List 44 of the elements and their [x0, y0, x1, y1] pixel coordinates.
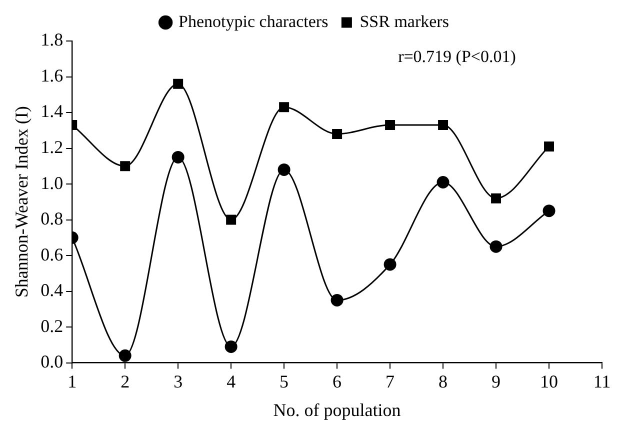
x-tick-label: 9: [492, 371, 501, 392]
y-tick-label: 1.0: [40, 172, 64, 193]
point: [490, 240, 502, 253]
y-tick-label: 0.6: [40, 244, 64, 264]
y-tick-label: 0.8: [40, 208, 64, 229]
y-tick-label: 0.2: [40, 316, 64, 336]
point: [173, 78, 184, 89]
y-tick-label: 0.0: [40, 352, 64, 372]
x-tick-label: 4: [226, 371, 236, 392]
legend-label: Phenotypic characters: [178, 12, 328, 31]
legend-label: SSR markers: [360, 12, 449, 31]
x-tick-label: 11: [593, 371, 611, 392]
point: [226, 214, 236, 225]
x-tick-label: 1: [68, 371, 77, 392]
point: [332, 128, 342, 139]
y-tick-label: 1.6: [40, 65, 64, 86]
point: [224, 340, 238, 353]
x-tick-label: 5: [280, 371, 289, 392]
x-tick-label: 7: [386, 371, 395, 392]
x-tick-label: 3: [174, 371, 183, 392]
y-axis-title: Shannon-Weaver Index (I): [12, 106, 32, 298]
point: [385, 120, 396, 130]
point: [384, 258, 396, 271]
x-axis-title: No. of population: [273, 400, 401, 420]
x-tick-label: 6: [332, 371, 342, 392]
x-tick-label: 10: [540, 371, 558, 392]
annotation: r=0.719 (P<0.01): [398, 46, 516, 66]
x-tick-label: 8: [438, 371, 448, 392]
point: [436, 176, 450, 188]
point: [118, 349, 132, 362]
point: [491, 193, 502, 204]
point: [438, 120, 448, 130]
point: [330, 294, 344, 306]
point: [542, 204, 556, 218]
x-tick-label: 2: [120, 371, 130, 392]
point: [172, 150, 184, 164]
point: [120, 161, 130, 172]
point: [544, 141, 554, 152]
y-tick-label: 1.2: [40, 137, 64, 157]
y-tick-label: 0.4: [40, 280, 64, 300]
point: [278, 163, 290, 176]
y-tick-label: 1.8: [40, 30, 64, 50]
y-tick-label: 1.4: [40, 101, 64, 122]
point: [279, 102, 290, 112]
